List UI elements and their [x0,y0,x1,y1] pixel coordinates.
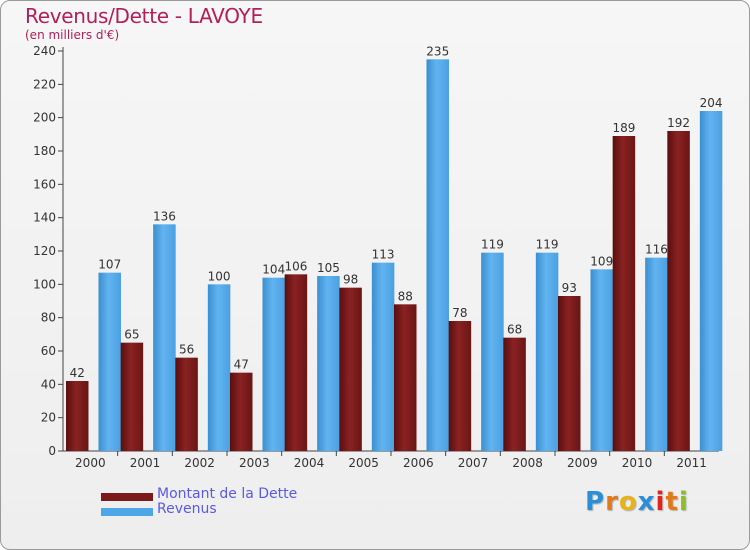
bar-revenus-2003 [262,277,285,451]
data-label-revenus-2005: 113 [372,248,395,262]
bar-dette-2008 [503,337,526,451]
data-label-revenus-2002: 100 [208,269,231,283]
y-tick-label: 20 [41,411,56,425]
data-label-dette-2004: 106 [284,259,307,273]
x-tick-label: 2002 [184,456,215,470]
logo-letter: i [655,487,666,517]
x-tick-label: 2006 [403,456,434,470]
data-label-revenus-2007: 119 [481,238,504,252]
data-label-revenus-2006: 235 [426,44,449,58]
bar-revenus-2009 [590,269,613,451]
data-label-revenus-2009: 109 [590,254,613,268]
bar-dette-2005 [339,287,362,451]
bar-dette-2001 [120,342,144,451]
data-label-dette-2007: 78 [452,306,467,320]
bar-revenus-2006 [426,59,449,451]
data-label-revenus-2000: 107 [98,258,121,272]
y-tick-label: 60 [41,344,56,358]
data-label-dette-2008: 68 [507,323,522,337]
y-tick-label: 40 [41,377,56,391]
data-label-dette-2000: 42 [70,366,85,380]
x-tick-label: 2011 [676,456,707,470]
data-label-dette-2006: 88 [398,289,413,303]
y-tick-label: 120 [33,244,56,258]
y-tick-label: 180 [33,144,56,158]
bar-revenus-2005 [371,262,395,451]
legend-label-revenus: Revenus [157,501,217,517]
y-tick-label: 100 [33,277,56,291]
x-tick-label: 2000 [75,456,106,470]
proxiti-logo: Proxiti [585,487,689,517]
chart-subtitle: (en milliers d'€) [25,28,120,42]
data-label-revenus-2001: 136 [153,209,176,223]
x-tick-label: 2008 [512,456,543,470]
bar-revenus-2008 [535,252,559,451]
data-label-revenus-2008: 119 [536,238,559,252]
bar-dette-2006 [394,304,417,451]
bar-revenus-2010 [645,257,668,451]
x-tick-label: 2010 [622,456,653,470]
bar-dette-2003 [230,372,253,451]
x-tick-label: 2005 [348,456,379,470]
y-tick-label: 220 [33,77,56,91]
x-tick-label: 2009 [567,456,598,470]
y-tick-label: 140 [33,211,56,225]
bar-revenus-2011 [699,111,723,451]
data-label-revenus-2003: 104 [262,263,285,277]
legend-swatch-revenus [101,508,153,516]
logo-letter: x [637,487,656,517]
legend-swatch-dette [101,493,153,501]
bar-revenus-2001 [153,224,176,451]
data-label-dette-2002: 56 [179,343,194,357]
bar-revenus-2004 [317,276,340,451]
x-tick-label: 2007 [458,456,489,470]
chart-title: Revenus/Dette - LAVOYE [25,4,263,28]
data-label-dette-2005: 98 [343,273,358,287]
x-tick-label: 2001 [130,456,161,470]
logo-letter: P [585,487,606,517]
bar-revenus-2000 [98,272,121,451]
data-label-dette-2011: 192 [667,116,690,130]
y-tick-label: 0 [48,444,56,458]
y-tick-label: 160 [33,177,56,191]
bar-dette-2000 [66,381,89,451]
x-tick-label: 2004 [294,456,325,470]
logo-letter: i [678,487,689,517]
x-tick-label: 2003 [239,456,270,470]
logo-letter: t [665,487,679,517]
y-tick-label: 200 [33,111,56,125]
bar-dette-2011 [667,131,690,451]
bar-dette-2002 [175,357,198,451]
data-label-dette-2001: 65 [124,328,139,342]
data-label-revenus-2010: 116 [645,243,668,257]
data-label-revenus-2004: 105 [317,261,340,275]
data-label-dette-2003: 47 [234,358,249,372]
y-tick-label: 80 [41,311,56,325]
y-tick-label: 240 [33,44,56,58]
bar-dette-2004 [284,274,308,451]
bar-dette-2010 [612,136,636,451]
legend-label-dette: Montant de la Dette [157,486,298,502]
data-label-revenus-2011: 204 [700,96,723,110]
data-label-dette-2010: 189 [612,121,635,135]
bar-revenus-2007 [481,252,504,451]
logo-letter: o [618,487,638,517]
bar-dette-2009 [558,296,581,451]
bar-revenus-2002 [207,284,231,451]
logo-letter: r [605,487,619,517]
bar-dette-2007 [448,321,472,451]
data-label-dette-2009: 93 [562,281,577,295]
